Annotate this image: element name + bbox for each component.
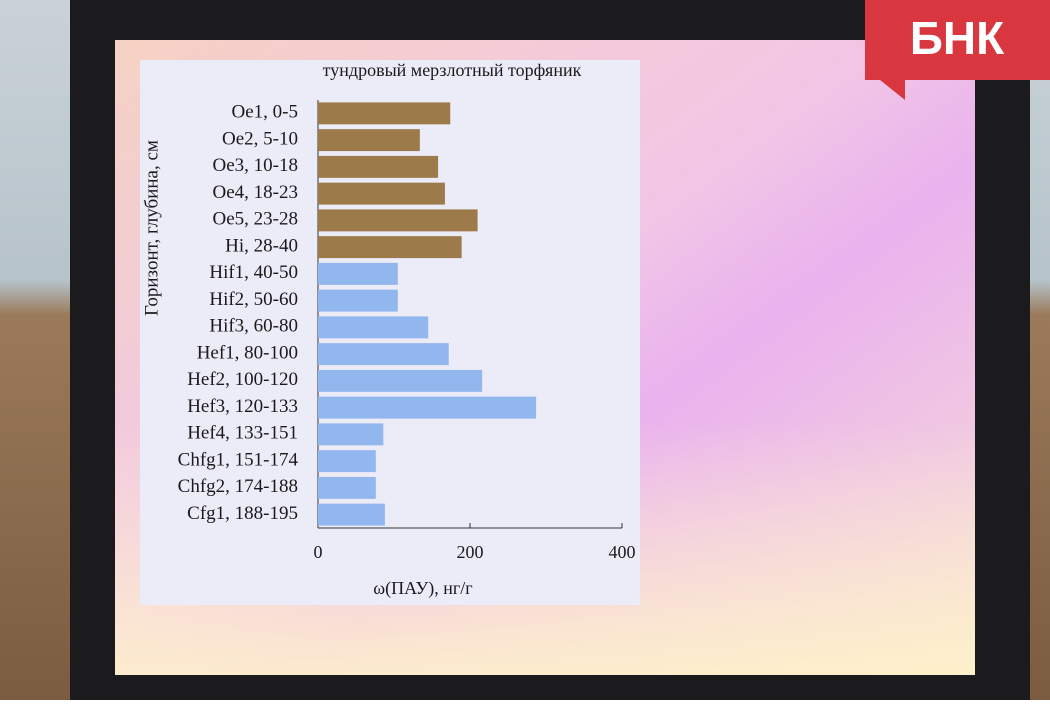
y-tick-label: Oe4, 18-23 <box>213 182 298 203</box>
y-tick-label: Hef1, 80-100 <box>197 342 298 363</box>
chart-title: тундровый мерзлотный торфяник <box>323 60 582 80</box>
x-tick-label: 400 <box>609 542 636 562</box>
bar <box>318 182 445 205</box>
bar <box>318 476 376 499</box>
x-tick-label: 0 <box>314 542 323 562</box>
bar <box>318 396 537 419</box>
bar <box>318 129 420 152</box>
plot: 0 200 400 Oe1, 0-5 Oe2, 5-10 Oe3, 10-18 Oe4, 1… <box>178 100 636 562</box>
bar <box>318 369 483 392</box>
bar <box>318 155 439 178</box>
y-tick-label: Oe1, 0-5 <box>232 102 298 123</box>
logo-text: БНК <box>910 12 1005 64</box>
bar <box>318 343 449 366</box>
y-tick-label: Oe2, 5-10 <box>222 128 298 149</box>
y-tick-label: Oe5, 23-28 <box>213 209 298 230</box>
y-tick-label: Cfg1, 188-195 <box>187 503 298 524</box>
y-tick-label: Hef4, 133-151 <box>187 423 298 444</box>
bar <box>318 316 429 339</box>
bar <box>318 236 462 259</box>
y-tick-label: Chfg1, 151-174 <box>178 449 299 470</box>
bar <box>318 450 376 473</box>
x-axis-label: ω(ПАУ), нг/г <box>373 578 472 599</box>
y-tick-label: Hef3, 120-133 <box>187 396 298 417</box>
bar <box>318 209 478 232</box>
bar <box>318 503 385 526</box>
y-tick-label: Hi, 28-40 <box>225 235 298 256</box>
y-tick-label: Oe3, 10-18 <box>213 155 298 176</box>
x-tick-label: 200 <box>457 542 484 562</box>
y-axis-label: Горизонт, глубина, см <box>141 140 162 316</box>
bar <box>318 423 384 446</box>
logo-badge <box>865 0 1050 100</box>
y-tick-label: Hif2, 50-60 <box>209 289 298 310</box>
y-tick-label: Hif3, 60-80 <box>209 316 298 337</box>
y-tick-label: Chfg2, 174-188 <box>178 476 298 497</box>
y-tick-label: Hif1, 40-50 <box>209 262 298 283</box>
bar <box>318 102 451 125</box>
bar <box>318 289 398 312</box>
y-tick-label: Hef2, 100-120 <box>187 369 298 390</box>
bar <box>318 262 398 285</box>
